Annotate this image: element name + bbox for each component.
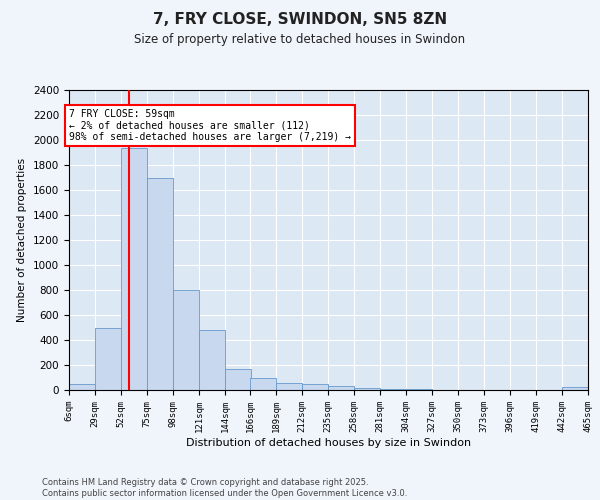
Bar (250, 378, 276, 390)
Text: Size of property relative to detached houses in Swindon: Size of property relative to detached ho… (134, 32, 466, 46)
Bar (121, 148, 147, 390)
Bar (562, 387, 588, 390)
Text: Contains HM Land Registry data © Crown copyright and database right 2025.
Contai: Contains HM Land Registry data © Crown c… (42, 478, 407, 498)
Bar (354, 388, 380, 390)
Bar (147, 178, 173, 390)
Bar (69, 384, 95, 390)
X-axis label: Distribution of detached houses by size in Swindon: Distribution of detached houses by size … (186, 438, 471, 448)
Bar (276, 383, 302, 390)
Text: 7 FRY CLOSE: 59sqm
← 2% of detached houses are smaller (112)
98% of semi-detache: 7 FRY CLOSE: 59sqm ← 2% of detached hous… (69, 109, 351, 142)
Bar (328, 386, 354, 390)
Text: 7, FRY CLOSE, SWINDON, SN5 8ZN: 7, FRY CLOSE, SWINDON, SN5 8ZN (153, 12, 447, 28)
Bar (302, 384, 328, 390)
Bar (380, 389, 406, 390)
Bar (225, 369, 251, 390)
Y-axis label: Number of detached properties: Number of detached properties (17, 158, 28, 322)
Bar (199, 330, 225, 390)
Bar (95, 328, 121, 390)
Bar (173, 290, 199, 390)
